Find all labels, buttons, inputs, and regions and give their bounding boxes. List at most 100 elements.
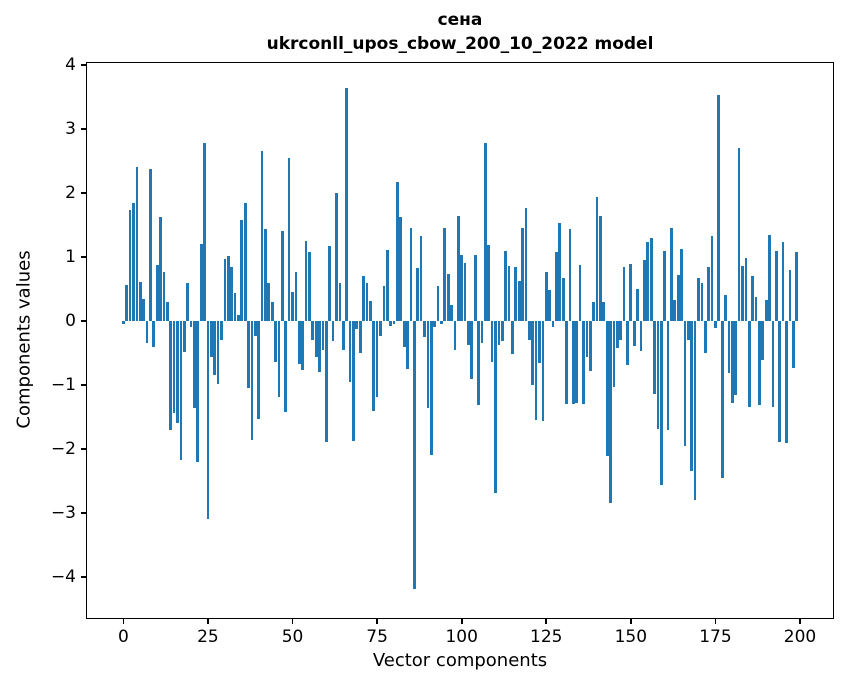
bar (182, 320, 186, 352)
bar (132, 203, 135, 321)
bar (758, 320, 761, 405)
bar (714, 320, 717, 328)
bar (155, 264, 159, 321)
bar (703, 320, 707, 353)
bar (179, 320, 183, 460)
y-tick-mark (81, 128, 87, 130)
bar (450, 304, 453, 321)
bar (555, 252, 558, 321)
bar (138, 281, 142, 321)
bar (389, 320, 392, 327)
bar (761, 320, 765, 361)
bar (730, 320, 734, 403)
bar (216, 320, 220, 384)
bar (690, 320, 694, 472)
x-tick-mark (376, 618, 378, 624)
bar (385, 249, 389, 321)
bar (663, 250, 667, 321)
bar (345, 87, 348, 321)
bar (453, 320, 457, 350)
bar (328, 246, 332, 321)
x-tick-mark (545, 618, 548, 624)
bar (720, 320, 724, 478)
bar (257, 320, 261, 419)
bar (145, 320, 149, 344)
bar (680, 248, 683, 321)
bar (649, 238, 653, 321)
y-axis-label: Components values (13, 250, 35, 429)
bar (595, 197, 599, 321)
bar (734, 320, 738, 396)
bar (470, 320, 474, 379)
bar (741, 265, 744, 321)
bar (524, 208, 528, 321)
bar (599, 215, 602, 321)
bar (433, 320, 436, 328)
bar (274, 320, 277, 362)
bar (646, 241, 650, 321)
bar (460, 255, 464, 321)
bar (314, 320, 318, 357)
bar (768, 234, 771, 321)
chart-subtitle: ukrconll_upos_cbow_200_10_2022 model (266, 34, 654, 54)
bar (277, 320, 281, 398)
bar (467, 320, 470, 346)
bar (717, 95, 721, 321)
bar (311, 320, 315, 341)
bar (575, 320, 579, 403)
bar (764, 299, 768, 321)
bar (612, 320, 616, 387)
y-tick-mark (81, 512, 87, 514)
bar (321, 320, 325, 350)
bar (358, 320, 362, 353)
bar (788, 269, 792, 321)
bar (687, 320, 690, 341)
bar (534, 320, 538, 421)
bar (270, 301, 274, 321)
bar (785, 320, 788, 444)
bar (412, 320, 416, 589)
y-tick-mark (81, 576, 87, 578)
bar (484, 143, 487, 321)
bar (304, 240, 308, 321)
bar (436, 286, 440, 321)
bar (406, 320, 409, 369)
bar (643, 260, 646, 321)
bar (541, 320, 545, 421)
y-tick-label: 4 (65, 54, 76, 75)
bar (602, 301, 606, 321)
bar (490, 320, 494, 362)
bar (368, 301, 372, 321)
x-tick-label: 200 (783, 627, 817, 647)
x-axis-label: Vector components (372, 650, 548, 671)
x-tick-label: 75 (366, 627, 388, 647)
bar (626, 320, 629, 366)
bar (609, 320, 612, 503)
bar (582, 320, 585, 405)
bar (544, 271, 548, 321)
bar (429, 320, 433, 456)
bar (737, 148, 741, 321)
bar (636, 288, 639, 321)
bar (710, 235, 714, 321)
bar (365, 282, 369, 321)
bar (615, 320, 619, 349)
x-tick-label: 50 (281, 627, 304, 647)
bar (125, 285, 129, 321)
bar (423, 320, 426, 337)
x-tick-label: 125 (530, 627, 563, 647)
x-tick-label: 0 (117, 627, 129, 647)
bar (781, 241, 785, 321)
y-tick-label: −1 (50, 374, 76, 395)
bar (169, 320, 173, 430)
bar (128, 210, 132, 321)
bar (281, 231, 284, 321)
y-tick-mark (81, 64, 87, 66)
bar (331, 320, 335, 342)
bar (795, 252, 798, 321)
y-tick-label: −4 (50, 567, 76, 588)
y-tick-mark (81, 448, 87, 450)
bar (528, 320, 531, 341)
bar (724, 294, 727, 321)
